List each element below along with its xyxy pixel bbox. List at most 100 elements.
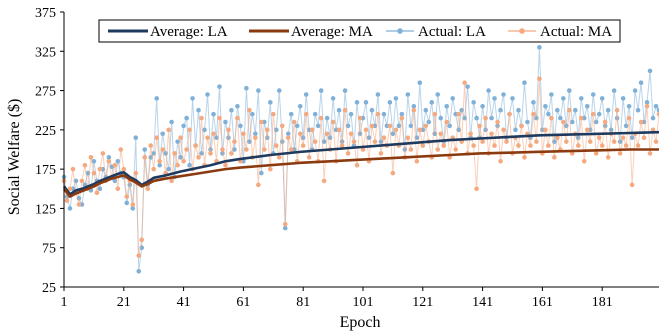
data-point-actual-ma bbox=[492, 143, 497, 148]
data-point-actual-ma bbox=[417, 127, 423, 133]
data-point-actual-ma bbox=[318, 115, 324, 121]
data-point-actual-la bbox=[516, 107, 521, 113]
data-point-actual-la bbox=[184, 115, 189, 121]
data-point-actual-ma bbox=[369, 123, 375, 129]
data-point-actual-ma bbox=[635, 143, 641, 148]
data-point-actual-la bbox=[91, 158, 97, 164]
data-point-actual-ma bbox=[124, 194, 130, 199]
legend-marker bbox=[397, 28, 403, 34]
data-point-actual-ma bbox=[67, 186, 73, 192]
data-point-actual-ma bbox=[271, 111, 276, 117]
data-point-actual-ma bbox=[268, 166, 273, 172]
data-point-actual-ma bbox=[629, 182, 635, 188]
data-point-actual-la bbox=[525, 119, 530, 125]
data-point-actual-la bbox=[67, 206, 73, 211]
data-point-actual-ma bbox=[259, 119, 264, 125]
data-point-actual-ma bbox=[330, 119, 336, 125]
data-point-actual-la bbox=[244, 85, 249, 91]
data-point-actual-ma bbox=[145, 186, 151, 192]
data-point-actual-ma bbox=[291, 119, 297, 125]
y-tick-label: 375 bbox=[35, 6, 56, 21]
y-tick-label: 125 bbox=[35, 202, 56, 217]
data-point-actual-ma bbox=[507, 111, 512, 117]
data-point-actual-ma bbox=[181, 158, 186, 164]
data-point-actual-la bbox=[124, 200, 130, 206]
y-axis-title: Social Welfare ($) bbox=[6, 99, 23, 216]
data-point-actual-la bbox=[438, 115, 444, 121]
data-point-actual-ma bbox=[297, 131, 303, 137]
data-point-actual-la bbox=[330, 96, 336, 101]
data-point-actual-ma bbox=[381, 135, 387, 141]
data-point-actual-ma bbox=[288, 147, 294, 152]
x-tick-label: 61 bbox=[236, 295, 250, 310]
x-tick-label: 181 bbox=[592, 295, 613, 310]
data-point-actual-la bbox=[531, 100, 536, 105]
data-point-actual-ma bbox=[411, 107, 417, 113]
data-point-actual-ma bbox=[342, 107, 348, 113]
data-point-actual-ma bbox=[312, 139, 318, 144]
data-point-actual-ma bbox=[139, 237, 145, 243]
x-tick-label: 121 bbox=[412, 295, 433, 310]
data-point-actual-ma bbox=[578, 115, 584, 121]
data-point-actual-ma bbox=[157, 158, 162, 164]
data-point-actual-la bbox=[390, 131, 396, 137]
data-point-actual-ma bbox=[483, 115, 488, 121]
legend-label: Actual: MA bbox=[540, 24, 612, 40]
data-point-actual-ma bbox=[100, 151, 106, 156]
data-point-actual-ma bbox=[522, 155, 527, 160]
data-point-actual-la bbox=[142, 147, 148, 152]
data-point-actual-ma bbox=[504, 139, 509, 144]
data-point-actual-la bbox=[393, 96, 399, 101]
data-point-actual-ma bbox=[178, 135, 183, 141]
data-point-actual-la bbox=[426, 119, 432, 125]
data-point-actual-ma bbox=[641, 135, 647, 141]
data-point-actual-la bbox=[112, 178, 118, 184]
data-point-actual-ma bbox=[208, 151, 213, 156]
data-point-actual-ma bbox=[408, 147, 414, 152]
data-point-actual-ma bbox=[232, 139, 237, 144]
data-point-actual-ma bbox=[414, 158, 420, 164]
data-point-actual-ma bbox=[575, 143, 581, 148]
data-point-actual-la bbox=[318, 88, 324, 93]
data-point-actual-ma bbox=[453, 147, 458, 152]
data-point-actual-ma bbox=[303, 111, 309, 117]
data-point-actual-la bbox=[486, 88, 491, 93]
data-point-actual-ma bbox=[235, 115, 240, 121]
data-point-actual-la bbox=[558, 115, 563, 121]
data-point-actual-ma bbox=[474, 186, 479, 192]
x-axis-title: Epoch bbox=[340, 314, 381, 331]
data-point-actual-ma bbox=[94, 190, 100, 196]
data-point-actual-ma bbox=[498, 158, 503, 164]
y-tick-label: 75 bbox=[42, 242, 56, 257]
data-point-actual-ma bbox=[118, 147, 124, 152]
data-point-actual-la bbox=[578, 96, 584, 101]
data-point-actual-ma bbox=[279, 123, 285, 129]
y-tick-label: 275 bbox=[35, 85, 56, 100]
data-point-actual-la bbox=[288, 111, 294, 117]
data-point-actual-ma bbox=[276, 155, 282, 160]
data-point-actual-la bbox=[474, 115, 479, 121]
data-point-actual-la bbox=[567, 88, 572, 93]
data-point-actual-la bbox=[202, 127, 207, 133]
data-point-actual-la bbox=[247, 139, 252, 144]
data-point-actual-la bbox=[396, 123, 402, 129]
data-point-actual-la bbox=[608, 127, 614, 133]
data-point-actual-la bbox=[196, 107, 201, 113]
data-point-actual-la bbox=[492, 96, 497, 101]
data-point-actual-ma bbox=[650, 127, 656, 133]
data-point-actual-ma bbox=[375, 111, 381, 117]
data-point-actual-la bbox=[315, 123, 321, 129]
data-point-actual-la bbox=[181, 123, 186, 129]
data-point-actual-ma bbox=[435, 147, 441, 152]
data-point-actual-ma bbox=[142, 155, 148, 160]
data-point-actual-ma bbox=[184, 147, 189, 152]
data-point-actual-la bbox=[369, 107, 375, 113]
data-point-actual-ma bbox=[605, 155, 611, 160]
data-point-actual-la bbox=[450, 96, 455, 101]
data-point-actual-ma bbox=[644, 103, 650, 109]
data-point-actual-la bbox=[363, 100, 369, 105]
data-point-actual-la bbox=[154, 96, 159, 101]
data-point-actual-la bbox=[593, 119, 599, 125]
data-point-actual-la bbox=[205, 92, 210, 97]
data-point-actual-la bbox=[569, 119, 575, 125]
